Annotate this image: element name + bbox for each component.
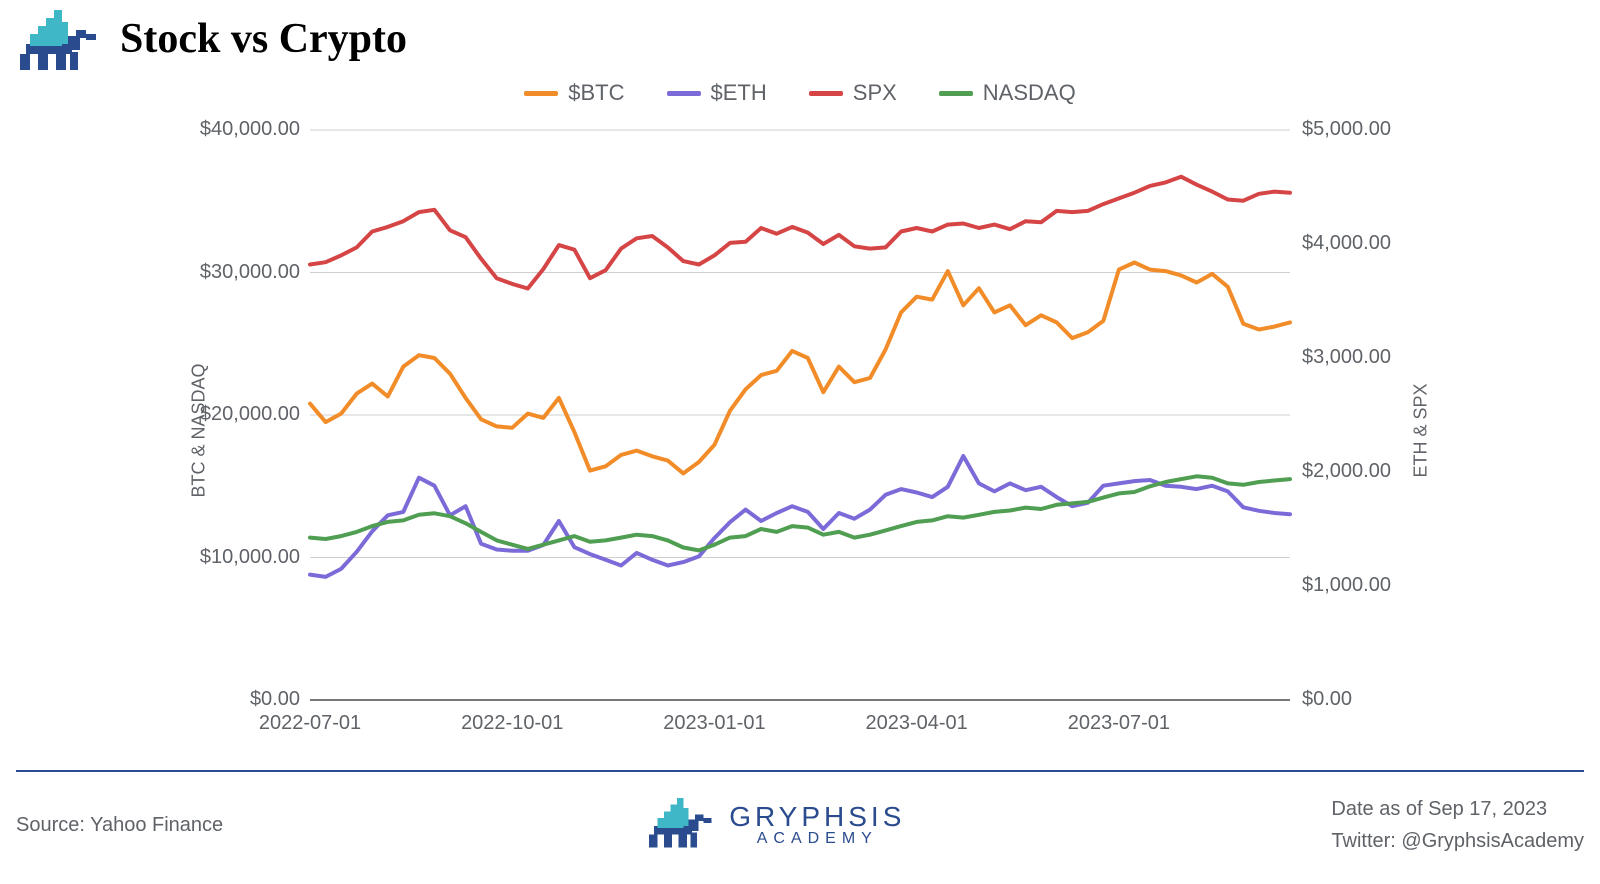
- source-label: Source: Yahoo Finance: [16, 814, 223, 837]
- gryphsis-logo-icon: [649, 796, 715, 854]
- legend-item-nasdaq: NASDAQ: [939, 80, 1076, 106]
- legend-label: $BTC: [568, 80, 624, 106]
- legend-swatch-icon: [524, 91, 558, 96]
- legend-item-btc: $BTC: [524, 80, 624, 106]
- stock-vs-crypto-chart: BTC & NASDAQ ETH & SPX $0.00$10,000.00$2…: [150, 120, 1450, 740]
- y-right-tick: $4,000.00: [1302, 232, 1442, 255]
- x-tick: 2023-01-01: [634, 712, 794, 735]
- y-right-tick: $1,000.00: [1302, 574, 1442, 597]
- chart-canvas: [150, 120, 1450, 740]
- y-left-tick: $10,000.00: [160, 546, 300, 569]
- y-right-tick: $2,000.00: [1302, 460, 1442, 483]
- y-left-tick: $20,000.00: [160, 403, 300, 426]
- legend-item-spx: SPX: [809, 80, 897, 106]
- gryphsis-logo-icon: [20, 8, 100, 70]
- x-tick: 2023-07-01: [1039, 712, 1199, 735]
- y-left-tick: $0.00: [160, 688, 300, 711]
- y-right-tick: $3,000.00: [1302, 346, 1442, 369]
- legend-label: SPX: [853, 80, 897, 106]
- y-right-tick: $0.00: [1302, 688, 1442, 711]
- page-title: Stock vs Crypto: [120, 15, 407, 63]
- chart-legend: $BTC $ETH SPX NASDAQ: [0, 80, 1600, 106]
- brand-block: GRYPHSIS ACADEMY: [649, 796, 905, 854]
- legend-swatch-icon: [809, 91, 843, 96]
- date-label: Date as of Sep 17, 2023: [1331, 793, 1584, 825]
- brand-name: GRYPHSIS: [729, 803, 905, 831]
- legend-item-eth: $ETH: [667, 80, 767, 106]
- legend-label: NASDAQ: [983, 80, 1076, 106]
- y-left-tick: $30,000.00: [160, 261, 300, 284]
- y-right-tick: $5,000.00: [1302, 118, 1442, 141]
- legend-label: $ETH: [711, 80, 767, 106]
- y-left-tick: $40,000.00: [160, 118, 300, 141]
- brand-subtitle: ACADEMY: [729, 831, 905, 847]
- legend-swatch-icon: [939, 91, 973, 96]
- x-tick: 2023-04-01: [837, 712, 997, 735]
- twitter-label: Twitter: @GryphsisAcademy: [1331, 825, 1584, 857]
- x-tick: 2022-07-01: [230, 712, 390, 735]
- legend-swatch-icon: [667, 91, 701, 96]
- x-tick: 2022-10-01: [432, 712, 592, 735]
- footer-divider: [16, 770, 1584, 772]
